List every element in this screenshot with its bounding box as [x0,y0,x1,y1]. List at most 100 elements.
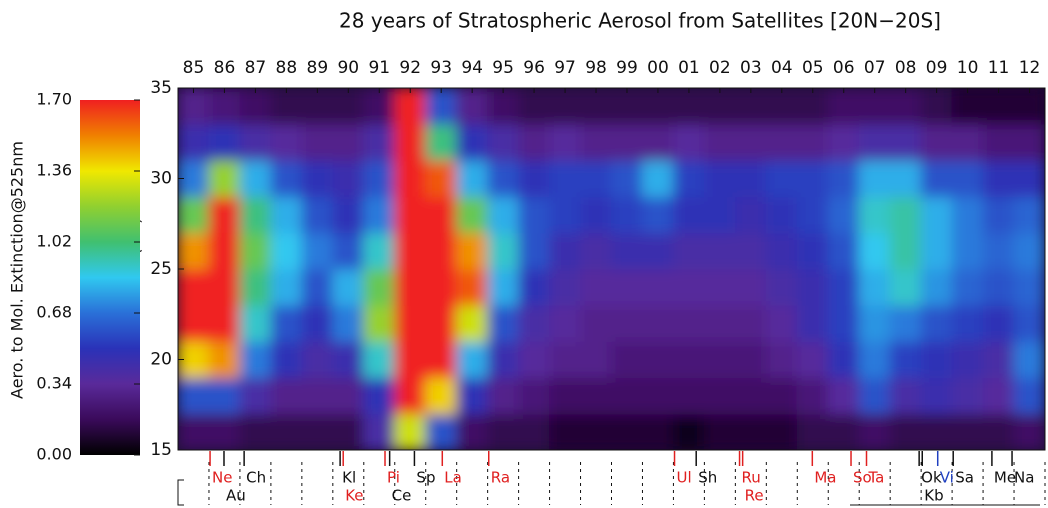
heatmap-cell [301,340,334,379]
heatmap-cell [827,123,860,161]
heatmap-cell [641,88,674,125]
heatmap-cell [858,123,891,161]
heatmap-cell [734,196,767,234]
heatmap-cell [734,268,767,306]
x-tick-label: 88 [276,58,298,78]
event-label: Ke [345,487,363,505]
heatmap-cell [703,88,736,125]
heatmap-cell [394,377,427,415]
heatmap-cell [796,123,829,161]
heatmap-cell [951,377,984,415]
heatmap-cell [982,123,1015,161]
x-tick-label: 07 [864,58,886,78]
event-label: Ta [868,469,885,487]
heatmap-cell [889,159,922,198]
heatmap-cell [239,196,272,234]
heatmap-cell [208,123,241,161]
heatmap-cell [858,268,891,306]
heatmap-cell [270,232,303,270]
heatmap-cell [827,159,860,198]
heatmap-cell [703,340,736,379]
event-label: Au [226,487,246,505]
heatmap-cell [518,304,551,342]
heatmap-cell [580,232,612,270]
heatmap-cell [858,88,891,125]
heatmap-cell [487,340,520,379]
heatmap-cell [456,232,489,270]
heatmap-cell [239,123,272,161]
colorbar-tick-label: 0.00 [36,445,72,464]
heatmap-cell [827,268,860,306]
event-label: Vi [940,469,954,487]
event-label: Na [1014,469,1034,487]
heatmap-cell [641,232,674,270]
x-tick-label: 11 [988,58,1010,78]
heatmap-cell [734,304,767,342]
heatmap-cell [518,340,551,379]
heatmap-cell [672,159,705,198]
heatmap-cell [301,232,334,270]
heatmap-cell [889,304,922,342]
heatmap-cell [734,232,767,270]
heatmap-cell [982,340,1015,379]
heatmap-cell [549,88,582,125]
heatmap-cell [580,413,612,450]
heatmap-cell [270,196,303,234]
heatmap-cell [239,268,272,306]
heatmap-cell [549,159,582,198]
heatmap-cell [549,377,582,415]
heatmap-cell [425,232,458,270]
heatmap-cell [796,304,829,342]
heatmap-cell [611,268,643,306]
event-label: Sa [955,469,974,487]
colorbar-label: Aero. to Mol. Extinction@525nm [8,141,27,399]
heatmap-cell [796,413,829,450]
heatmap-cell [208,232,241,270]
x-tick-label: 85 [183,58,205,78]
heatmap-cell [889,377,922,415]
x-tick-label: 94 [461,58,483,78]
heatmap-cell [178,413,210,450]
heatmap-cell [239,413,272,450]
heatmap-cell [703,232,736,270]
heatmap-cell [951,413,984,450]
heatmap-cell [734,413,767,450]
heatmap-cell [580,268,612,306]
heatmap-cell [363,377,396,415]
heatmap-cell [1013,159,1045,198]
heatmap-cell [734,377,767,415]
heatmap-cell [920,123,953,161]
heatmap-cell [611,159,643,198]
heatmap-cell [487,232,520,270]
heatmap-cell [394,88,427,125]
x-tick-label: 90 [337,58,359,78]
heatmap-cell [208,340,241,379]
heatmap-cell [332,123,365,161]
heatmap-cell [672,88,705,125]
heatmap-cell [1013,123,1045,161]
event-label: Ra [491,469,510,487]
x-tick-label: 08 [895,58,917,78]
heatmap-cell [765,88,798,125]
heatmap-cell [982,377,1015,415]
heatmap-cell [641,377,674,415]
heatmap-cell [332,196,365,234]
event-label: Ul [677,469,692,487]
heatmap-cell [889,413,922,450]
heatmap-cell [951,196,984,234]
heatmap-cell [611,88,643,125]
heatmap-cell [549,340,582,379]
heatmap-cell [951,304,984,342]
heatmap-cell [982,413,1015,450]
heatmap-cell [456,88,489,125]
heatmap-cell [363,340,396,379]
heatmap-cell [332,88,365,125]
event-label: Ok [921,469,942,487]
heatmap-cell [270,340,303,379]
heatmap-cell [951,88,984,125]
heatmap-cell [425,340,458,379]
event-label: Ma [814,469,836,487]
heatmap-cell [301,304,334,342]
heatmap-cell [641,196,674,234]
heatmap-cell [672,123,705,161]
